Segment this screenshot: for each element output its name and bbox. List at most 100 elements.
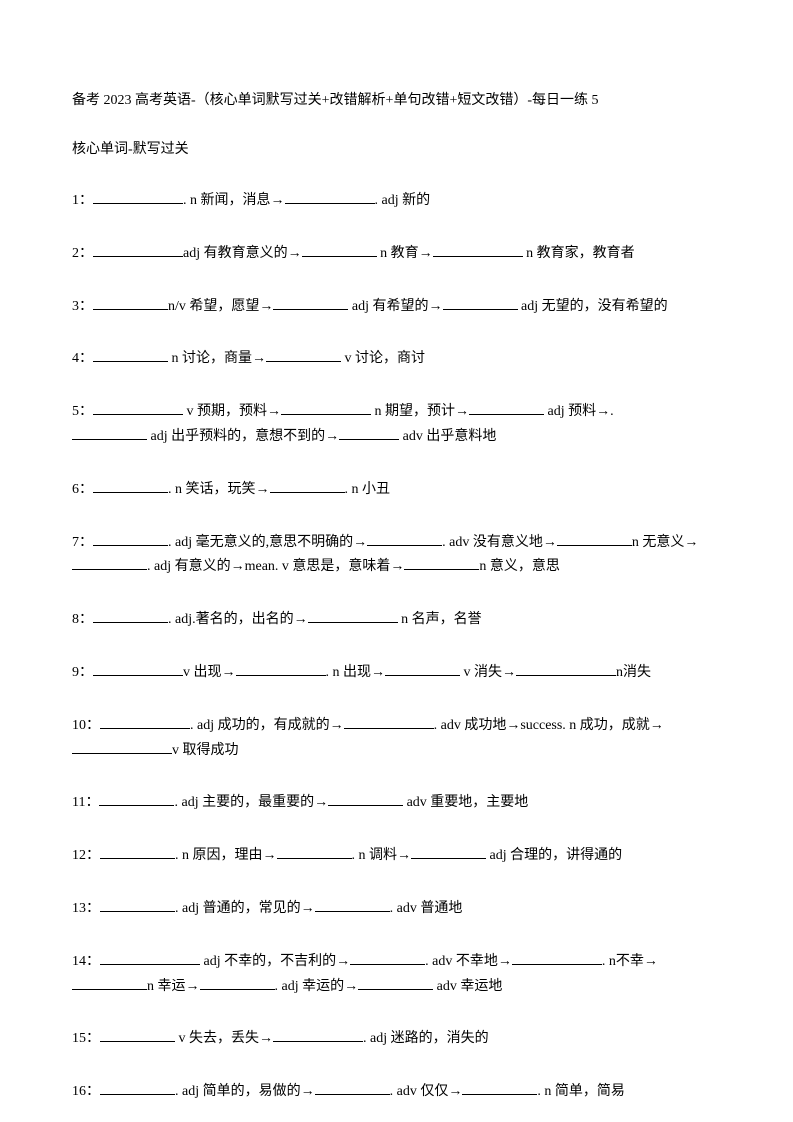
blank[interactable] <box>273 1026 363 1042</box>
q-text: v 失去，丢失→ <box>175 1031 273 1046</box>
blank[interactable] <box>339 424 399 440</box>
q-text: v 取得成功 <box>172 743 239 758</box>
q-text: . n 笑话，玩笑→ <box>168 482 270 497</box>
blank[interactable] <box>315 1079 390 1095</box>
blank[interactable] <box>273 294 348 310</box>
blank[interactable] <box>72 974 147 990</box>
q-num: 13： <box>72 901 100 916</box>
blank[interactable] <box>358 974 433 990</box>
blank[interactable] <box>93 607 168 623</box>
q-num: 11： <box>72 795 99 810</box>
blank[interactable] <box>281 399 371 415</box>
blank[interactable] <box>100 949 200 965</box>
q-num: 14： <box>72 954 100 969</box>
blank[interactable] <box>72 554 147 570</box>
question-15: 15： v 失去，丢失→ . adj 迷路的，消失的 <box>72 1026 721 1051</box>
blank[interactable] <box>285 188 375 204</box>
blank[interactable] <box>385 660 460 676</box>
q-num: 10： <box>72 718 100 733</box>
q-text: n 意义，意思 <box>479 559 560 574</box>
blank[interactable] <box>557 530 632 546</box>
q-text: . n 出现→ <box>326 665 386 680</box>
blank[interactable] <box>72 424 147 440</box>
blank[interactable] <box>100 1026 175 1042</box>
q-text: . n 调料→ <box>352 848 412 863</box>
blank[interactable] <box>277 843 352 859</box>
question-3: 3：n/v 希望，愿望→ adj 有希望的→ adj 无望的，没有希望的 <box>72 294 721 319</box>
q-text: . n 简单，简易 <box>537 1084 625 1099</box>
question-1: 1：. n 新闻，消息→. adj 新的 <box>72 188 721 213</box>
blank[interactable] <box>328 790 403 806</box>
q-text: v 出现→ <box>183 665 236 680</box>
q-text: . adj 幸运的→ <box>275 979 359 994</box>
blank[interactable] <box>270 477 345 493</box>
question-14: 14： adj 不幸的，不吉利的→ . adv 不幸地→ . n不幸→ n 幸运→ . … <box>72 949 721 999</box>
question-11: 11：. adj 主要的，最重要的→ adv 重要地，主要地 <box>72 790 721 815</box>
blank[interactable] <box>469 399 544 415</box>
blank[interactable] <box>462 1079 537 1095</box>
q-text: . adv 成功地→success. n 成功，成就→ <box>434 718 664 733</box>
q-text: adj 预料→. <box>544 404 614 419</box>
section-subtitle: 核心单词-默写过关 <box>72 139 721 160</box>
blank[interactable] <box>443 294 518 310</box>
blank[interactable] <box>344 713 434 729</box>
blank[interactable] <box>100 843 175 859</box>
q-num: 1： <box>72 193 93 208</box>
q-text: n 教育→ <box>377 246 433 261</box>
q-num: 8： <box>72 612 93 627</box>
q-num: 15： <box>72 1031 100 1046</box>
q-text: v 消失→ <box>460 665 516 680</box>
blank[interactable] <box>100 896 175 912</box>
q-text: . n 原因，理由→ <box>175 848 277 863</box>
question-9: 9：v 出现→. n 出现→ v 消失→n消失 <box>72 660 721 685</box>
blank[interactable] <box>516 660 616 676</box>
blank[interactable] <box>315 896 390 912</box>
q-text: . adv 不幸地→ <box>425 954 512 969</box>
q-text: adj 不幸的，不吉利的→ <box>200 954 350 969</box>
blank[interactable] <box>99 790 174 806</box>
document-title: 备考 2023 高考英语-（核心单词默写过关+改错解析+单句改错+短文改错）-每… <box>72 90 721 111</box>
question-6: 6：. n 笑话，玩笑→. n 小丑 <box>72 477 721 502</box>
blank[interactable] <box>411 843 486 859</box>
blank[interactable] <box>266 346 341 362</box>
q-text: adj 合理的，讲得通的 <box>486 848 622 863</box>
blank[interactable] <box>93 399 183 415</box>
blank[interactable] <box>200 974 275 990</box>
q-text: . adj 主要的，最重要的→ <box>174 795 328 810</box>
blank[interactable] <box>367 530 442 546</box>
blank[interactable] <box>93 346 168 362</box>
q-text: n 讨论，商量→ <box>168 351 266 366</box>
q-text: . adv 仅仅→ <box>390 1084 463 1099</box>
question-8: 8：. adj.著名的，出名的→ n 名声，名誉 <box>72 607 721 632</box>
blank[interactable] <box>433 241 523 257</box>
blank[interactable] <box>350 949 425 965</box>
blank[interactable] <box>93 188 183 204</box>
q-text: adj 有教育意义的→ <box>183 246 302 261</box>
q-num: 5： <box>72 404 93 419</box>
q-num: 6： <box>72 482 93 497</box>
blank[interactable] <box>100 713 190 729</box>
q-text: adv 幸运地 <box>433 979 502 994</box>
blank[interactable] <box>100 1079 175 1095</box>
question-13: 13：. adj 普通的，常见的→. adv 普通地 <box>72 896 721 921</box>
question-2: 2：adj 有教育意义的→ n 教育→ n 教育家，教育者 <box>72 241 721 266</box>
blank[interactable] <box>93 530 168 546</box>
blank[interactable] <box>93 477 168 493</box>
blank[interactable] <box>236 660 326 676</box>
blank[interactable] <box>308 607 398 623</box>
blank[interactable] <box>302 241 377 257</box>
q-text: n 幸运→ <box>147 979 200 994</box>
blank[interactable] <box>512 949 602 965</box>
blank[interactable] <box>404 554 479 570</box>
blank[interactable] <box>93 241 183 257</box>
q-text: . adj 迷路的，消失的 <box>363 1031 489 1046</box>
blank[interactable] <box>93 294 168 310</box>
q-num: 12： <box>72 848 100 863</box>
q-text: . n不幸→ <box>602 954 658 969</box>
question-12: 12： . n 原因，理由→ . n 调料→ adj 合理的，讲得通的 <box>72 843 721 868</box>
blank[interactable] <box>72 738 172 754</box>
q-text: n 名声，名誉 <box>398 612 482 627</box>
q-num: 4： <box>72 351 93 366</box>
q-text: n消失 <box>616 665 651 680</box>
blank[interactable] <box>93 660 183 676</box>
